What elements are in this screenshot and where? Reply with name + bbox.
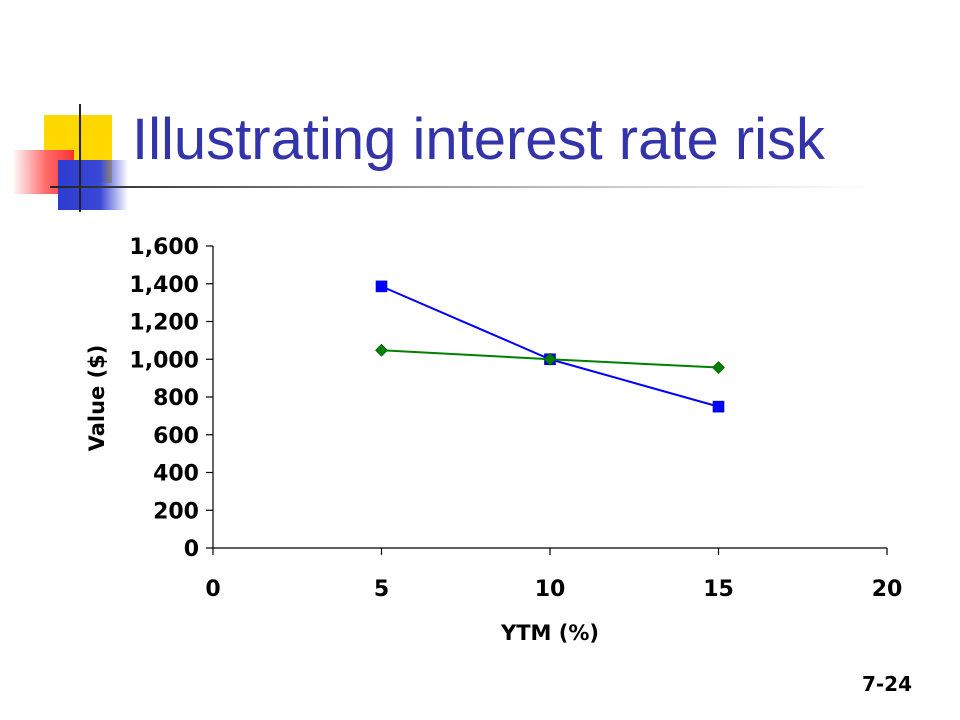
x-tick-label: 20 [872, 577, 903, 602]
title-underline [50, 186, 870, 188]
x-tick-label: 0 [205, 577, 220, 602]
y-tick-label: 600 [153, 424, 199, 449]
series-1-point [375, 280, 388, 293]
y-tick-label: 0 [184, 537, 199, 562]
series-2-point [375, 343, 388, 357]
y-tick-label: 1,400 [129, 273, 199, 298]
x-tick-label: 5 [374, 577, 389, 602]
series-1-point [712, 400, 725, 413]
slide-title: Illustrating interest rate risk [132, 107, 826, 172]
series-2-point [543, 352, 557, 366]
x-tick-label: 15 [703, 577, 734, 602]
decor-blue-square [58, 160, 128, 210]
x-axis-label: YTM (%) [500, 621, 599, 645]
y-tick-label: 800 [153, 386, 199, 411]
x-tick-label: 10 [535, 577, 566, 602]
y-tick-label: 1,200 [129, 311, 199, 336]
slide-number: 7-24 [861, 672, 912, 696]
y-tick-label: 1,000 [129, 348, 199, 373]
decor-vertical-line [79, 104, 81, 212]
y-tick-label: 400 [153, 462, 199, 487]
series-2-point [712, 361, 725, 374]
series-1-line [381, 285, 719, 408]
y-tick-label: 1,600 [129, 235, 199, 260]
y-tick-label: 200 [153, 499, 199, 524]
y-axis-label: Value ($) [85, 345, 109, 452]
